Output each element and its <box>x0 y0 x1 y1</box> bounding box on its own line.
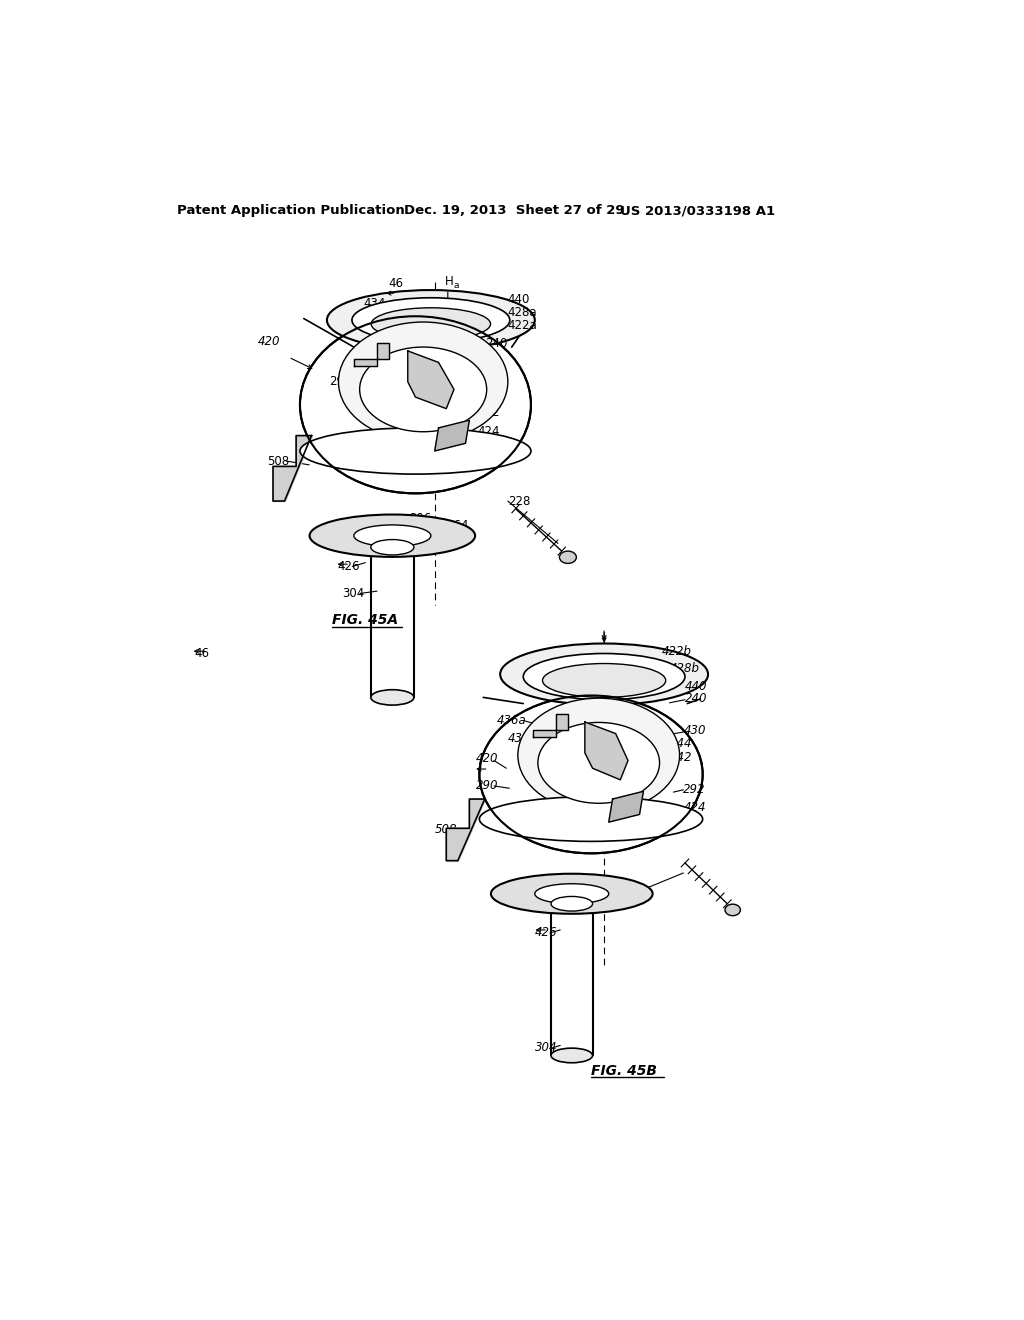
Text: 422a: 422a <box>508 319 538 333</box>
Text: 424: 424 <box>683 801 706 814</box>
Text: H: H <box>444 275 454 288</box>
Ellipse shape <box>490 874 652 913</box>
Ellipse shape <box>559 552 577 564</box>
Text: 244: 244 <box>670 737 692 750</box>
Text: 436: 436 <box>361 339 384 352</box>
Text: 464: 464 <box>573 891 596 904</box>
Text: 292: 292 <box>683 783 706 796</box>
Polygon shape <box>435 420 469 451</box>
Ellipse shape <box>339 322 508 441</box>
Ellipse shape <box>551 896 593 911</box>
Text: 426: 426 <box>535 925 557 939</box>
Text: a: a <box>454 281 460 290</box>
Ellipse shape <box>352 298 510 342</box>
Text: 292: 292 <box>477 407 500 418</box>
Ellipse shape <box>371 689 414 705</box>
Ellipse shape <box>300 317 531 494</box>
Ellipse shape <box>479 797 702 841</box>
Text: 436a: 436a <box>358 312 388 325</box>
Text: 304: 304 <box>342 587 365 601</box>
Ellipse shape <box>479 696 702 853</box>
Text: 428b: 428b <box>670 663 699 676</box>
Text: 420: 420 <box>475 752 498 766</box>
Text: 436a: 436a <box>497 714 526 727</box>
Text: 290: 290 <box>475 779 498 792</box>
Ellipse shape <box>543 664 666 697</box>
Polygon shape <box>534 714 568 738</box>
Text: FIG. 45A: FIG. 45A <box>333 614 398 627</box>
Text: 440: 440 <box>685 680 708 693</box>
Polygon shape <box>585 722 628 780</box>
Ellipse shape <box>538 722 659 804</box>
Text: 464: 464 <box>446 519 469 532</box>
Ellipse shape <box>551 1048 593 1063</box>
Text: FIG. 45B: FIG. 45B <box>591 1064 657 1078</box>
Text: 46: 46 <box>389 277 403 289</box>
Polygon shape <box>608 792 643 822</box>
Text: 420: 420 <box>258 335 281 348</box>
Text: 306: 306 <box>550 878 572 890</box>
Text: H: H <box>592 672 601 685</box>
Text: b: b <box>609 676 615 685</box>
Text: Patent Application Publication: Patent Application Publication <box>177 205 404 218</box>
Ellipse shape <box>309 515 475 557</box>
Text: 290: 290 <box>330 375 351 388</box>
Text: 426: 426 <box>337 560 359 573</box>
Text: 434: 434 <box>364 297 386 310</box>
Text: 508: 508 <box>267 454 290 467</box>
Ellipse shape <box>300 428 531 474</box>
Text: 508: 508 <box>435 824 457 837</box>
Text: 304: 304 <box>535 1041 557 1055</box>
Polygon shape <box>273 436 311 502</box>
Text: US 2013/0333198 A1: US 2013/0333198 A1 <box>620 205 774 218</box>
Text: 430: 430 <box>683 723 706 737</box>
Ellipse shape <box>359 347 486 432</box>
Ellipse shape <box>371 540 414 554</box>
Ellipse shape <box>327 290 535 350</box>
Text: 440: 440 <box>508 293 530 306</box>
Ellipse shape <box>518 698 680 812</box>
Text: 242: 242 <box>366 356 388 370</box>
Text: Dec. 19, 2013  Sheet 27 of 29: Dec. 19, 2013 Sheet 27 of 29 <box>403 205 625 218</box>
Text: 228: 228 <box>508 495 530 508</box>
Text: 240: 240 <box>685 693 708 705</box>
Text: 436: 436 <box>508 731 530 744</box>
Text: 428a: 428a <box>508 306 538 319</box>
Ellipse shape <box>523 653 685 700</box>
Ellipse shape <box>354 525 431 546</box>
Ellipse shape <box>371 308 490 341</box>
Text: 424: 424 <box>477 425 500 438</box>
Text: 422b: 422b <box>662 644 692 657</box>
Polygon shape <box>446 799 484 861</box>
Text: 240: 240 <box>484 337 507 350</box>
Text: 306: 306 <box>410 512 431 525</box>
Text: 242: 242 <box>670 751 692 764</box>
Text: 228: 228 <box>614 891 637 904</box>
Polygon shape <box>408 351 454 409</box>
Ellipse shape <box>535 884 608 904</box>
Text: 46: 46 <box>195 647 210 660</box>
Text: 430: 430 <box>462 370 484 383</box>
Polygon shape <box>354 343 388 367</box>
Text: 244: 244 <box>431 354 454 367</box>
Ellipse shape <box>725 904 740 916</box>
Ellipse shape <box>500 644 708 705</box>
